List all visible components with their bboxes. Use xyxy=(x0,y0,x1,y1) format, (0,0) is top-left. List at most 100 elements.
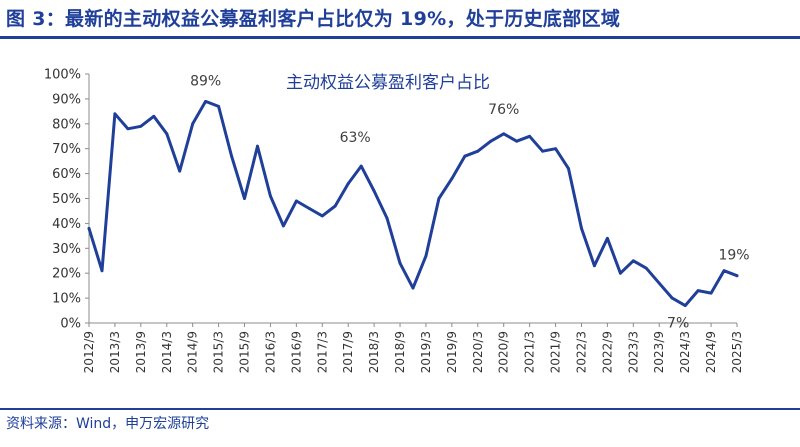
x-tick-label: 2017/9 xyxy=(341,331,355,373)
y-tick-label: 20% xyxy=(52,267,81,282)
data-point xyxy=(696,289,700,293)
source-note: 资料来源：Wind，申万宏源研究 xyxy=(6,416,210,432)
data-point xyxy=(657,281,661,285)
y-tick-label: 30% xyxy=(52,242,81,257)
x-tick-label: 2018/3 xyxy=(367,331,381,373)
data-point xyxy=(294,199,298,203)
x-tick-label: 2013/3 xyxy=(108,331,122,373)
x-tick-label: 2025/3 xyxy=(730,331,744,373)
data-point xyxy=(243,197,246,200)
annotation-layer: 89% 63% 76% 7% 19% xyxy=(190,73,749,331)
data-point xyxy=(320,214,324,218)
data-point xyxy=(476,149,480,153)
data-point xyxy=(709,291,713,295)
data-point xyxy=(644,266,648,270)
data-point xyxy=(580,226,583,230)
data-point xyxy=(450,177,454,180)
series-line xyxy=(87,99,739,308)
y-tick-label: 90% xyxy=(52,92,81,107)
data-point xyxy=(683,304,687,307)
x-tick-label: 2012/9 xyxy=(82,331,96,373)
data-point xyxy=(437,197,441,200)
x-tick-label: 2019/9 xyxy=(445,331,459,373)
x-tick-label: 2018/9 xyxy=(393,331,407,373)
x-tick-label: 2016/9 xyxy=(289,331,303,373)
y-tick-label: 0% xyxy=(60,317,81,332)
data-point xyxy=(217,104,221,108)
data-point xyxy=(670,296,674,300)
data-label: 7% xyxy=(667,316,689,332)
data-point xyxy=(489,139,493,143)
y-tick-label: 70% xyxy=(52,142,81,157)
data-point xyxy=(191,122,195,126)
title-rule xyxy=(0,36,800,39)
x-tick-label: 2014/3 xyxy=(160,331,174,373)
data-point xyxy=(204,99,208,103)
data-point xyxy=(256,144,259,148)
data-point xyxy=(593,264,596,268)
data-point xyxy=(528,134,532,138)
chart-title: 主动权益公募盈利客户占比 xyxy=(286,73,490,93)
x-tick-label: 2022/3 xyxy=(574,331,588,373)
x-tick-label: 2024/3 xyxy=(678,331,692,373)
data-point xyxy=(230,154,233,158)
x-tick-label: 2023/3 xyxy=(626,331,640,373)
x-tick-label: 2021/9 xyxy=(549,331,563,373)
x-tick-label: 2024/9 xyxy=(704,331,718,373)
data-point xyxy=(541,149,544,153)
data-point xyxy=(554,147,557,151)
x-tick-label: 2023/9 xyxy=(652,331,666,373)
data-point xyxy=(567,167,570,171)
data-point xyxy=(735,274,739,278)
figure-title: 图 3：最新的主动权益公募盈利客户占比仅为 19%，处于历史底部区域 xyxy=(6,8,621,30)
x-tick-label: 2013/9 xyxy=(134,331,148,373)
data-point xyxy=(606,236,609,240)
source-rule xyxy=(0,408,800,410)
data-point xyxy=(372,189,376,193)
data-point xyxy=(139,124,143,128)
y-tick-label: 10% xyxy=(52,292,81,307)
y-tick-label: 50% xyxy=(52,192,81,207)
data-point xyxy=(333,204,337,208)
data-point xyxy=(722,269,726,273)
x-tick-label: 2021/3 xyxy=(523,331,537,373)
data-point xyxy=(398,261,402,265)
data-point xyxy=(424,254,428,258)
data-point xyxy=(126,127,130,131)
data-point xyxy=(178,169,182,173)
data-point xyxy=(269,194,272,198)
y-tick-label: 60% xyxy=(52,167,81,182)
data-point xyxy=(346,182,350,185)
x-tick-label: 2014/9 xyxy=(186,331,200,373)
x-tick-label: 2016/3 xyxy=(263,331,277,373)
y-tick-label: 80% xyxy=(52,117,81,132)
data-point xyxy=(411,286,415,290)
x-tick-label: 2017/3 xyxy=(315,331,329,373)
line-chart: 主动权益公募盈利客户占比 0% 10% 20% 30% 40% 50% 60% 70% 80% 9… xyxy=(44,68,750,374)
data-point xyxy=(463,154,467,158)
data-label: 89% xyxy=(190,73,221,89)
data-point xyxy=(618,271,622,275)
x-tick-label: 2015/3 xyxy=(212,331,226,373)
data-label: 63% xyxy=(340,130,371,146)
x-tick-label: 2015/9 xyxy=(238,331,252,373)
data-label: 76% xyxy=(488,102,519,118)
data-point xyxy=(515,139,519,143)
x-tick-label: 2022/9 xyxy=(600,331,614,373)
y-axis-ticks: 0% 10% 20% 30% 40% 50% 60% 70% 80% 90% 100% xyxy=(44,68,89,332)
data-point xyxy=(307,207,311,210)
data-point xyxy=(631,259,635,263)
y-tick-label: 100% xyxy=(44,68,81,83)
data-point xyxy=(282,224,285,228)
x-axis-ticks: 2012/9 2013/3 2013/9 2014/3 2014/9 2015/3 2015… xyxy=(82,323,744,373)
data-point xyxy=(113,112,117,116)
data-point xyxy=(502,132,506,136)
data-point xyxy=(359,164,363,168)
y-tick-label: 40% xyxy=(52,217,81,232)
data-point xyxy=(165,132,169,136)
data-point xyxy=(152,114,156,118)
data-point xyxy=(385,217,389,220)
series-layer xyxy=(87,99,739,308)
data-label: 19% xyxy=(718,248,749,264)
data-point xyxy=(87,226,91,230)
